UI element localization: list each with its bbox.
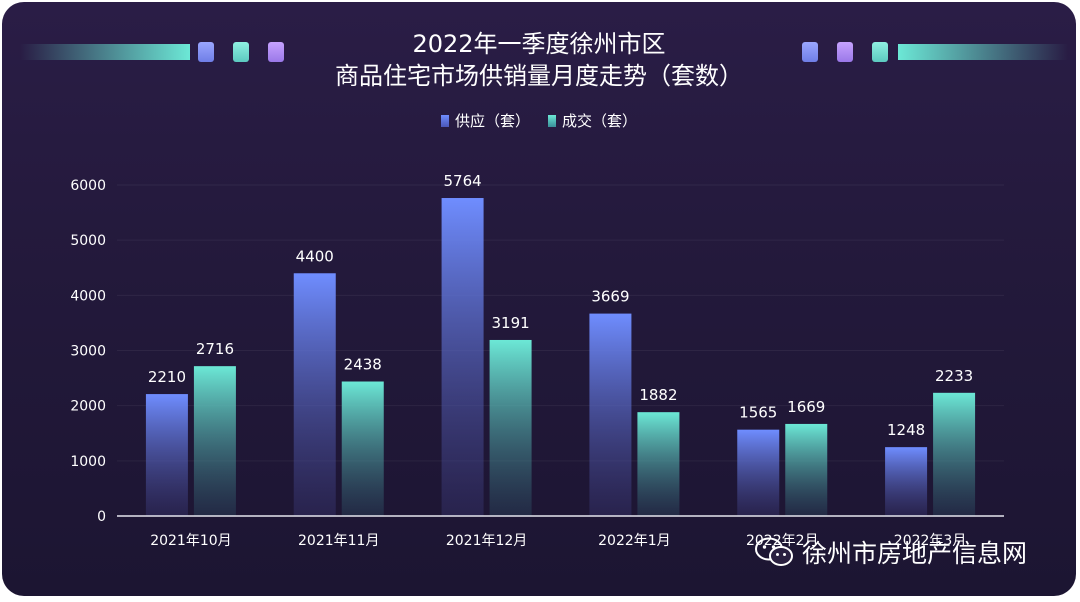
bars: 2210 2716 4400 2438 5764 3191 3669 1882 1565 1669… xyxy=(145,172,976,516)
bar-supply xyxy=(885,447,928,516)
x-tick-label: 2021年12月 xyxy=(446,533,527,549)
decor-bar-right xyxy=(898,44,1068,60)
bar-supply xyxy=(145,394,188,516)
y-tick-label: 4000 xyxy=(70,288,106,304)
data-label: 1565 xyxy=(739,404,777,422)
decor-chip xyxy=(198,42,214,62)
legend-swatch-deal xyxy=(548,114,556,127)
x-tick-label: 2021年10月 xyxy=(150,533,231,549)
data-label: 3669 xyxy=(591,288,629,306)
y-axis: 0 1000 2000 3000 4000 5000 6000 xyxy=(70,178,106,525)
bar-deal xyxy=(637,412,680,516)
x-tick-label: 2022年1月 xyxy=(598,533,671,549)
decor-chip xyxy=(802,42,818,62)
data-label: 2716 xyxy=(196,340,234,358)
y-tick-label: 2000 xyxy=(70,399,106,415)
y-tick-label: 0 xyxy=(97,509,106,525)
chart-title-line1: 2022年一季度徐州市区 xyxy=(412,30,666,58)
data-label: 1669 xyxy=(787,398,825,416)
data-label: 2438 xyxy=(344,356,382,374)
watermark: 徐州市房地产信息网 xyxy=(754,532,1027,572)
chart-legend: 供应（套） 成交（套） xyxy=(2,110,1076,131)
x-tick-label: 2021年11月 xyxy=(298,533,379,549)
bar-deal xyxy=(341,381,384,516)
chart-title-line2: 商品住宅市场供销量月度走势（套数） xyxy=(335,62,743,90)
legend-label-deal: 成交（套） xyxy=(562,112,638,130)
legend-swatch-supply xyxy=(440,114,449,127)
decor-chip xyxy=(837,42,853,62)
bar-deal xyxy=(489,339,532,516)
data-label: 5764 xyxy=(443,172,481,190)
data-label: 3191 xyxy=(491,314,529,332)
y-tick-label: 3000 xyxy=(70,344,106,360)
bar-supply xyxy=(441,198,484,516)
decor-chip xyxy=(268,42,284,62)
x-axis: 2021年10月 2021年11月 2021年12月 2022年1月 2022年2月 20… xyxy=(117,515,1004,549)
x-tick-label: 2022年3月 xyxy=(894,533,967,549)
data-label: 1882 xyxy=(639,386,677,404)
y-tick-label: 1000 xyxy=(70,454,106,470)
bar-deal xyxy=(785,423,828,516)
decor-chip xyxy=(872,42,888,62)
bar-supply xyxy=(293,273,336,516)
data-label: 1248 xyxy=(887,421,925,439)
bar-deal xyxy=(933,392,976,516)
bar-deal xyxy=(193,366,236,516)
y-tick-label: 5000 xyxy=(70,233,106,249)
bar-supply xyxy=(737,429,780,516)
y-tick-label: 6000 xyxy=(70,178,106,194)
decor-chip xyxy=(233,42,249,62)
legend-label-supply: 供应（套） xyxy=(454,112,530,130)
gridlines xyxy=(117,184,1004,462)
x-tick-label: 2022年2月 xyxy=(746,533,819,549)
data-label: 2233 xyxy=(935,367,973,385)
legend-item-deal[interactable]: 成交（套） xyxy=(548,110,637,131)
data-label: 2210 xyxy=(148,368,186,386)
bar-supply xyxy=(589,313,632,516)
data-label: 4400 xyxy=(296,247,334,265)
legend-item-supply[interactable]: 供应（套） xyxy=(440,110,530,131)
decor-bar-left xyxy=(20,44,190,60)
watermark-text: 徐州市房地产信息网 xyxy=(802,539,1028,568)
wechat-icon xyxy=(755,537,793,566)
